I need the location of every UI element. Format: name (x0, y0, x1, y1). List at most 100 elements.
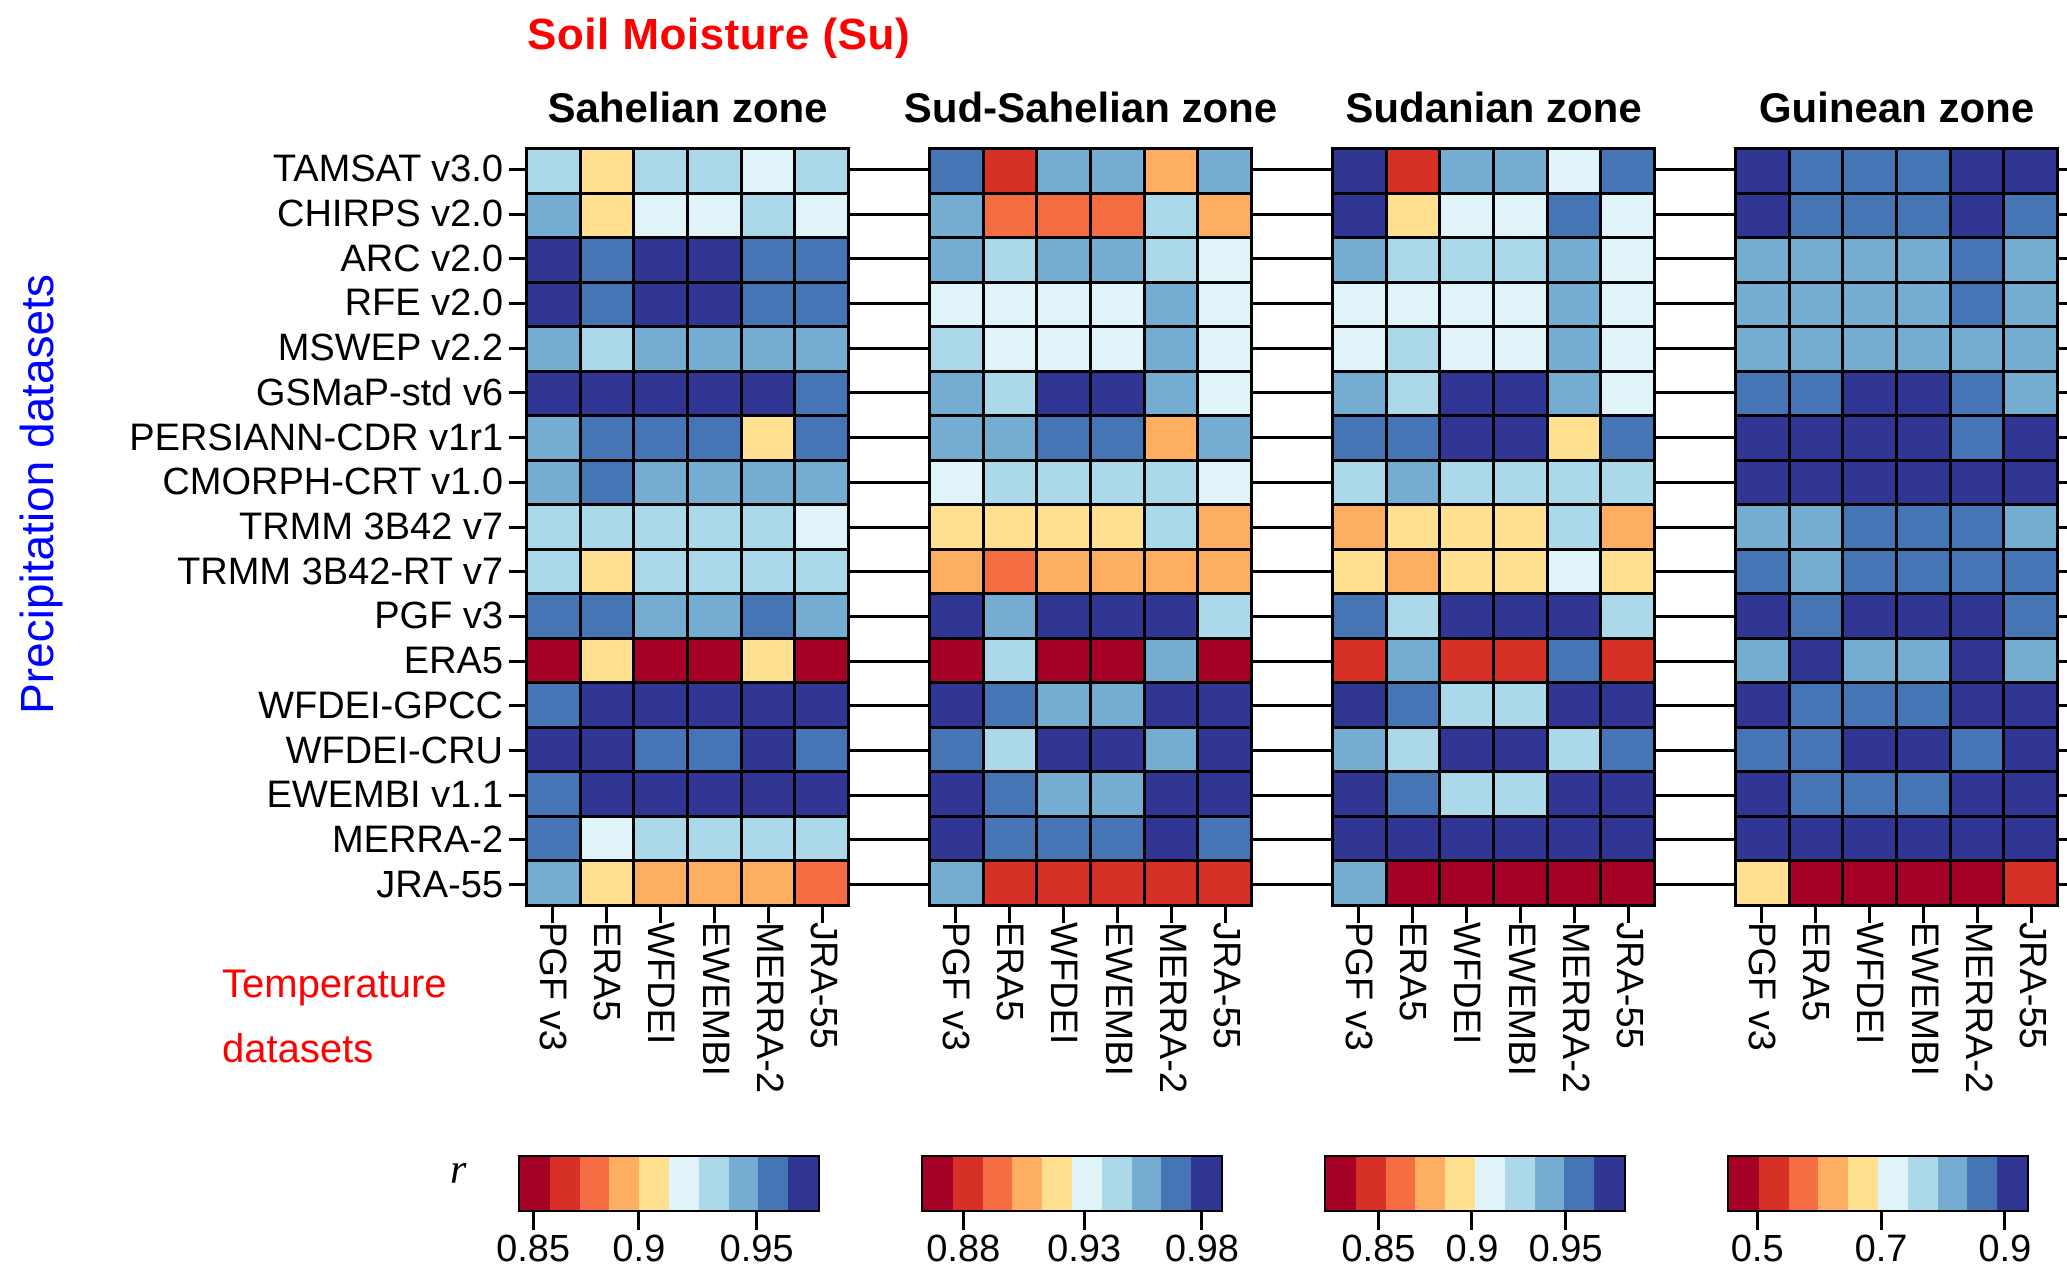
heatmap-cell (1790, 728, 1842, 771)
heatmap-cell (1951, 150, 2003, 192)
row-label-13: WFDEI-GPCC (258, 684, 503, 727)
heatmap-cell (1898, 372, 1949, 415)
colorbar-segment (952, 1157, 983, 1210)
heatmap-cell (581, 595, 633, 637)
heatmap-cell (931, 239, 982, 281)
heatmap-cell (1387, 595, 1439, 637)
heatmap-cell (528, 862, 579, 904)
heatmap-cell (1951, 506, 2003, 548)
colorbar-tick-label: 0.95 (1528, 1228, 1603, 1270)
col-label-2-3: WFDEI (1042, 922, 1085, 1045)
heatmap-cell (1602, 684, 1653, 726)
heatmap-cell (1737, 150, 1788, 192)
heatmap-cell (1038, 328, 1089, 370)
heatmap-cell (1548, 283, 1600, 326)
heatmap-cell (1548, 239, 1600, 281)
heatmap-cell (581, 728, 633, 771)
heatmap-cell (1790, 817, 1842, 860)
colorbar-segment (668, 1157, 699, 1210)
heatmap-cell (2005, 417, 2056, 459)
heatmap-cell (2005, 328, 2056, 370)
panel-gap-line (848, 436, 930, 440)
heatmap-cell (1092, 862, 1143, 904)
colorbar-tick (1470, 1212, 1474, 1230)
x-axis-tick (713, 907, 717, 923)
panel-gap-line (848, 301, 930, 305)
heatmap-cell (1092, 150, 1143, 192)
col-label-3-1: PGF v3 (1337, 922, 1380, 1051)
x-axis-tick (550, 907, 554, 923)
x-axis-tick (1170, 907, 1174, 923)
heatmap-cell (689, 817, 740, 860)
panel-gap-line (1654, 391, 1736, 395)
heatmap-cell (1038, 461, 1089, 504)
heatmap-cell (742, 239, 794, 281)
heatmap-cell (528, 639, 579, 682)
heatmap-cell (2005, 239, 2056, 281)
heatmap-cell (1951, 684, 2003, 726)
col-label-2-2: ERA5 (988, 922, 1031, 1022)
heatmap-cell (1737, 283, 1788, 326)
x-axis-tick (1519, 907, 1523, 923)
heatmap-cell (581, 239, 633, 281)
heatmap-cell (1199, 239, 1250, 281)
panel-gap-line (1654, 793, 1736, 797)
heatmap-cell (528, 506, 579, 548)
x-axis-tick (1007, 907, 1011, 923)
heatmap-cell (1387, 550, 1439, 593)
colorbar-tick-label: 0.85 (1341, 1228, 1416, 1270)
heatmap-cell (796, 417, 847, 459)
heatmap-panel-4 (1734, 147, 2059, 907)
heatmap-cell (1898, 239, 1949, 281)
colorbar-segment (982, 1157, 1013, 1210)
colorbar-tick-label: 0.95 (719, 1228, 794, 1270)
panel-gap-line (1251, 346, 1333, 350)
row-label-12: ERA5 (403, 640, 503, 683)
heatmap-cell (1038, 728, 1089, 771)
heatmap-cell (1548, 639, 1600, 682)
heatmap-cell (689, 150, 740, 192)
heatmap-cell (1898, 728, 1949, 771)
heatmap-cell (742, 862, 794, 904)
heatmap-cell (1387, 506, 1439, 548)
colorbar-segment (1101, 1157, 1132, 1210)
heatmap-cell (1495, 595, 1546, 637)
heatmap-cell (1334, 194, 1385, 237)
colorbar-tick-label: 0.7 (1854, 1228, 1908, 1270)
heatmap-cell (1495, 239, 1546, 281)
heatmap-cell (931, 506, 982, 548)
row-label-10: TRMM 3B42-RT v7 (177, 550, 503, 593)
heatmap-cell (1038, 773, 1089, 815)
row-label-5: MSWEP v2.2 (277, 327, 503, 370)
heatmap-panel-3 (1331, 147, 1656, 907)
colorbar-tick (1564, 1212, 1568, 1230)
heatmap-cell (1038, 862, 1089, 904)
colorbar-tick (531, 1212, 535, 1230)
heatmap-cell (1145, 639, 1197, 682)
colorbar-segment (1877, 1157, 1908, 1210)
heatmap-cell (1951, 194, 2003, 237)
panel-gap-line (848, 212, 930, 216)
heatmap-cell (581, 328, 633, 370)
heatmap-cell (2005, 194, 2056, 237)
heatmap-cell (1441, 417, 1492, 459)
heatmap-cell (635, 194, 686, 237)
row-label-3: ARC v2.0 (340, 237, 503, 280)
row-label-4: RFE v2.0 (344, 282, 503, 325)
heatmap-cell (581, 283, 633, 326)
colorbar-segment (1071, 1157, 1102, 1210)
y-axis-tick-left (509, 659, 525, 663)
heatmap-cell (528, 461, 579, 504)
heatmap-cell (1844, 150, 1895, 192)
colorbar-segment (1818, 1157, 1849, 1210)
heatmap-cell (984, 595, 1036, 637)
y-axis-tick-right (2059, 257, 2067, 261)
heatmap-cell (635, 550, 686, 593)
colorbar-tick (1082, 1212, 1086, 1230)
colorbar-tick-label: 0.5 (1730, 1228, 1784, 1270)
heatmap-cell (1038, 150, 1089, 192)
heatmap-cell (528, 817, 579, 860)
heatmap-cell (931, 773, 982, 815)
heatmap-cell (1548, 150, 1600, 192)
heatmap-cell (1495, 550, 1546, 593)
